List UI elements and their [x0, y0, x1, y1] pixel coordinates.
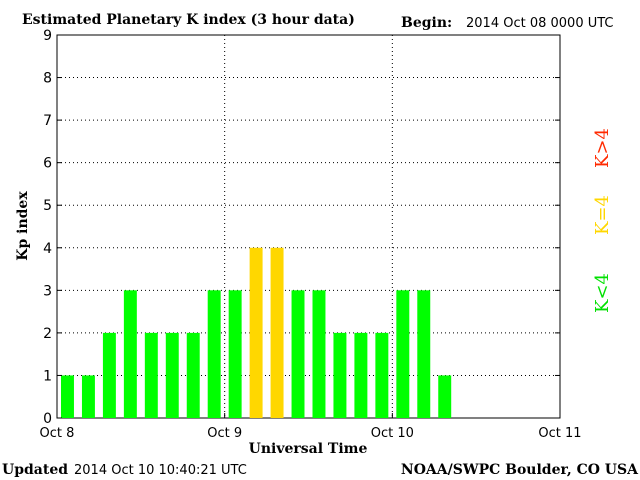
- kp-bar: [228, 290, 242, 418]
- kp-bar: [354, 332, 368, 418]
- kp-bar: [102, 332, 116, 418]
- y-tick-label: 4: [43, 241, 52, 257]
- y-tick-label: 6: [43, 156, 52, 172]
- plot-frame: [56, 34, 561, 419]
- chart-title: Estimated Planetary K index (3 hour data…: [22, 12, 355, 28]
- y-axis-label: Kp index: [15, 191, 31, 261]
- updated-label: Updated: [2, 462, 68, 478]
- x-axis-label: Universal Time: [249, 441, 368, 457]
- kp-bar: [438, 375, 452, 418]
- y-tick-label: 2: [43, 326, 52, 342]
- x-tick-label: Oct 9: [207, 426, 242, 441]
- kp-bar: [61, 375, 74, 418]
- y-tick-labels: 0 1 2 3 4 5 6 7 8 9: [43, 28, 560, 427]
- kp-bar: [249, 247, 263, 418]
- kp-bar: [165, 332, 179, 418]
- kp-bar: [312, 290, 326, 418]
- y-tick-label: 3: [43, 283, 52, 299]
- y-tick-label: 5: [43, 198, 52, 214]
- x-tick-labels: Oct 8 Oct 9 Oct 10 Oct 11: [40, 413, 582, 441]
- credit-text: NOAA/SWPC Boulder, CO USA: [401, 462, 639, 478]
- y-tick-label: 1: [43, 368, 52, 384]
- kp-bar: [291, 290, 305, 418]
- kp-bar: [144, 332, 158, 418]
- kp-bar: [333, 332, 347, 418]
- bars-group: [61, 247, 452, 418]
- begin-label: Begin:: [401, 15, 452, 31]
- kp-bar: [123, 290, 137, 418]
- legend-high: K>4: [592, 128, 613, 168]
- kp-bar: [81, 375, 95, 418]
- y-tick-label: 7: [43, 113, 52, 129]
- x-tick-label: Oct 10: [371, 426, 414, 441]
- y-tick-label: 8: [43, 71, 52, 87]
- begin-value: 2014 Oct 08 0000 UTC: [466, 16, 614, 31]
- kp-bar: [375, 332, 389, 418]
- x-tick-label: Oct 11: [538, 426, 581, 441]
- x-tick-label: Oct 8: [40, 426, 75, 441]
- kp-bar: [207, 290, 221, 418]
- y-tick-label: 0: [43, 411, 52, 427]
- kp-bar: [396, 290, 410, 418]
- y-tick-label: 9: [43, 28, 52, 44]
- kp-bar: [270, 247, 284, 418]
- legend-equal: K=4: [592, 195, 613, 235]
- kp-bar: [417, 290, 431, 418]
- updated-value: 2014 Oct 10 10:40:21 UTC: [74, 463, 247, 478]
- legend-low: K<4: [592, 273, 613, 313]
- kp-bar: [186, 332, 200, 418]
